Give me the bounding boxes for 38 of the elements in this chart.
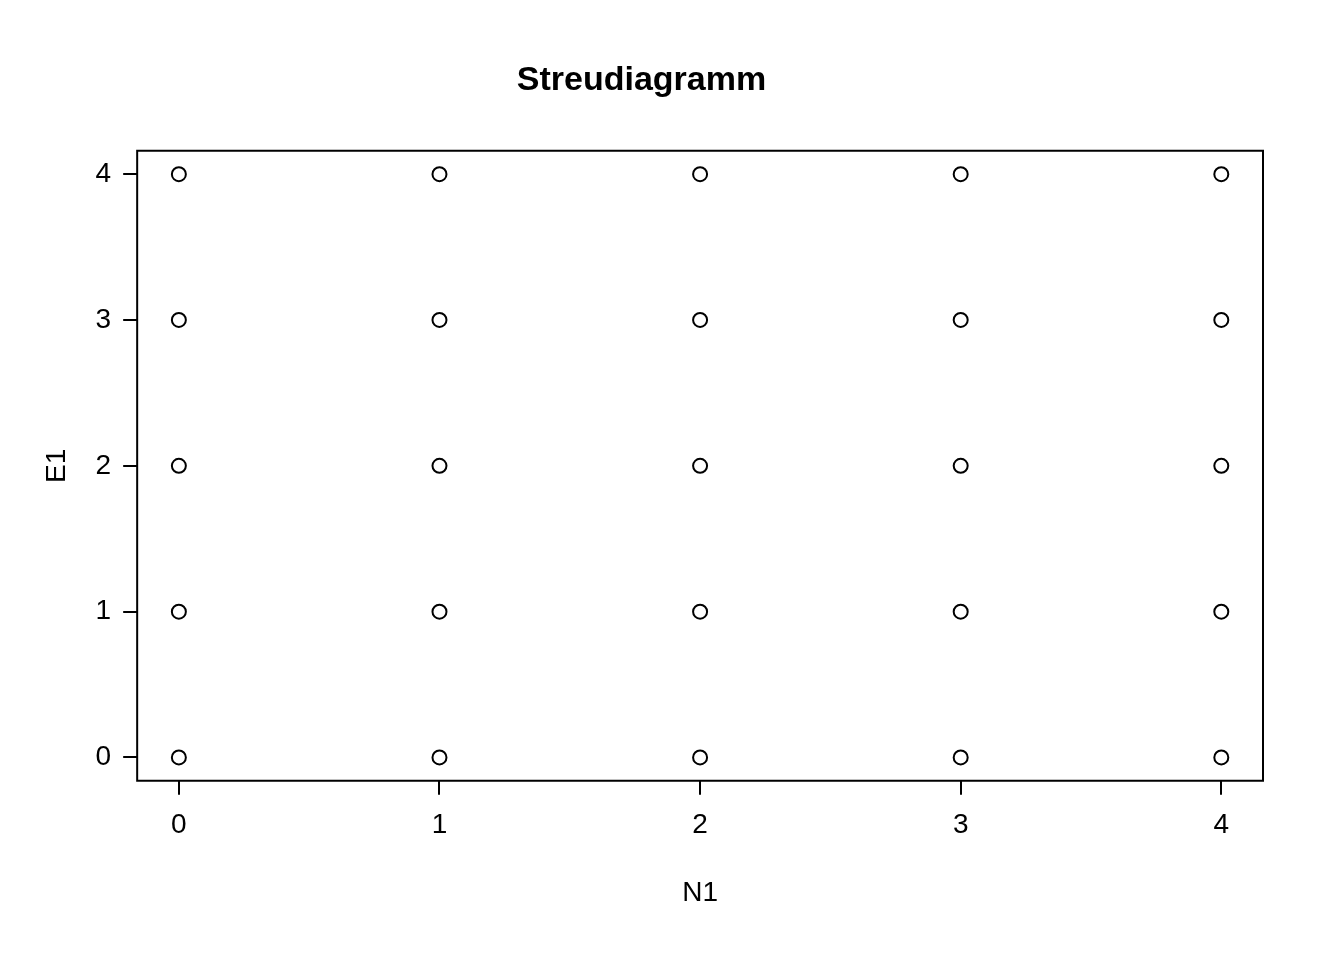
y-tick-label: 3 <box>95 302 112 334</box>
point <box>952 457 969 474</box>
y-tick-label: 2 <box>95 448 112 480</box>
point <box>1213 311 1230 328</box>
x-tick-label: 2 <box>692 808 708 840</box>
x-tick-label: 0 <box>171 808 187 840</box>
y-axis-title: E1 <box>39 448 71 483</box>
point <box>1213 457 1230 474</box>
point <box>431 311 448 328</box>
point <box>431 457 448 474</box>
point <box>170 603 187 620</box>
point <box>952 166 969 183</box>
x-axis-title: N1 <box>682 875 718 907</box>
point <box>692 749 709 766</box>
point <box>1213 166 1230 183</box>
point <box>692 457 709 474</box>
point <box>170 749 187 766</box>
x-tick-label: 3 <box>952 808 969 840</box>
point <box>692 603 709 620</box>
point <box>431 749 448 766</box>
point <box>952 749 969 766</box>
y-tick-label: 1 <box>95 594 112 626</box>
point <box>170 311 187 328</box>
point <box>170 166 187 183</box>
x-tick-label: 1 <box>431 808 448 840</box>
x-tick-label: 4 <box>1213 808 1230 840</box>
point <box>170 457 187 474</box>
point <box>952 311 969 328</box>
chart-title: Streudiagramm <box>516 58 767 97</box>
y-tick-label: 0 <box>95 740 112 772</box>
point <box>431 166 448 183</box>
y-tick-label: 4 <box>95 156 112 188</box>
point <box>692 166 709 183</box>
point <box>952 603 969 620</box>
point <box>431 603 448 620</box>
point <box>1213 603 1230 620</box>
point <box>1213 749 1230 766</box>
point <box>692 311 709 328</box>
